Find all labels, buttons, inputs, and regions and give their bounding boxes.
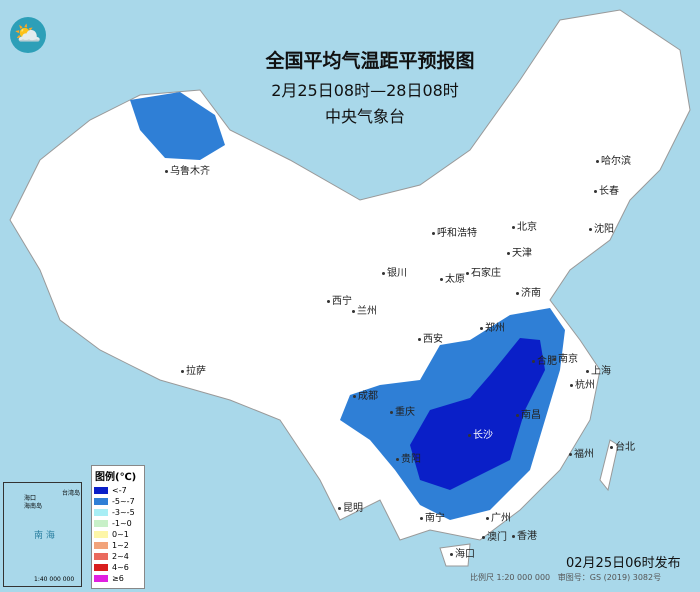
south-china-sea-inset: 海口 海南岛 台湾岛 南 海 1:40 000 000 bbox=[3, 482, 82, 587]
city-label: 香港 bbox=[512, 527, 537, 542]
inset-haikou: 海口 bbox=[24, 495, 37, 502]
scale-text: 比例尺 1:20 000 000 bbox=[470, 573, 551, 582]
city-label: 昆明 bbox=[338, 499, 363, 514]
legend-label: -1~0 bbox=[112, 519, 132, 528]
city-label: 拉萨 bbox=[181, 362, 206, 377]
city-label: 西安 bbox=[418, 330, 443, 345]
city-label: 北京 bbox=[512, 218, 537, 233]
city-label: 哈尔滨 bbox=[596, 152, 631, 167]
legend-item: -3~-5 bbox=[92, 507, 144, 518]
legend: 图例(℃) <-7 -5~-7 -3~-5 -1~0 0~1 1~2 2~4 4~6 ≥6 bbox=[91, 465, 145, 589]
legend-label: <-7 bbox=[112, 486, 127, 495]
legend-swatch bbox=[94, 564, 108, 571]
city-label: 南昌 bbox=[516, 406, 541, 421]
legend-item: -1~0 bbox=[92, 518, 144, 529]
city-label: 兰州 bbox=[352, 302, 377, 317]
review-number: 审图号：GS (2019) 3082号 bbox=[557, 573, 662, 582]
legend-label: 4~6 bbox=[112, 563, 129, 572]
city-label: 天津 bbox=[507, 244, 532, 259]
legend-item: 2~4 bbox=[92, 551, 144, 562]
city-label: 南宁 bbox=[420, 509, 445, 524]
legend-title: 图例(℃) bbox=[95, 472, 137, 483]
anomaly-area-below-7 bbox=[410, 338, 545, 490]
city-label: 福州 bbox=[569, 445, 594, 460]
city-label: 乌鲁木齐 bbox=[165, 162, 210, 177]
city-label: 济南 bbox=[516, 284, 541, 299]
legend-label: 0~1 bbox=[112, 530, 129, 539]
map-footer: 比例尺 1:20 000 000 审图号：GS (2019) 3082号 bbox=[470, 572, 661, 583]
city-label: 重庆 bbox=[390, 403, 415, 418]
inset-scale: 1:40 000 000 bbox=[34, 576, 75, 583]
legend-item: ≥6 bbox=[92, 573, 144, 584]
inset-hainan: 海南岛 bbox=[24, 503, 43, 510]
inset-sea-label: 南 海 bbox=[34, 531, 55, 541]
legend-label: -3~-5 bbox=[112, 508, 135, 517]
legend-swatch bbox=[94, 531, 108, 538]
legend-swatch bbox=[94, 553, 108, 560]
legend-swatch bbox=[94, 509, 108, 516]
legend-item: 4~6 bbox=[92, 562, 144, 573]
city-label: 杭州 bbox=[570, 376, 595, 391]
city-label: 郑州 bbox=[480, 319, 505, 334]
legend-swatch bbox=[94, 575, 108, 582]
city-label: 太原 bbox=[440, 270, 465, 285]
city-label: 海口 bbox=[450, 545, 475, 560]
city-label: 成都 bbox=[353, 387, 378, 402]
city-label: 石家庄 bbox=[466, 264, 501, 279]
legend-item: 0~1 bbox=[92, 529, 144, 540]
city-label: 银川 bbox=[382, 264, 407, 279]
city-label: 上海 bbox=[586, 362, 611, 377]
legend-item: <-7 bbox=[92, 485, 144, 496]
city-label: 呼和浩特 bbox=[432, 224, 477, 239]
city-label: 长沙 bbox=[468, 426, 493, 441]
issuer: 中央气象台 bbox=[324, 107, 405, 126]
map-title: 全国平均气温距平预报图 bbox=[265, 50, 475, 72]
legend-swatch bbox=[94, 542, 108, 549]
legend-swatch bbox=[94, 520, 108, 527]
city-label: 西宁 bbox=[327, 292, 352, 307]
legend-label: -5~-7 bbox=[112, 497, 135, 506]
city-label: 合肥 bbox=[532, 352, 557, 367]
city-label: 贵阳 bbox=[396, 450, 421, 465]
city-label: 长春 bbox=[594, 182, 619, 197]
city-label: 澳门 bbox=[482, 528, 507, 543]
legend-item: -5~-7 bbox=[92, 496, 144, 507]
legend-swatch bbox=[94, 487, 108, 494]
legend-label: 2~4 bbox=[112, 552, 129, 561]
legend-label: 1~2 bbox=[112, 541, 129, 550]
forecast-period: 2月25日08时—28日08时 bbox=[271, 81, 459, 100]
cma-logo-icon: ⛅ bbox=[10, 17, 46, 53]
issue-time: 02月25日06时发布 bbox=[566, 556, 681, 571]
legend-item: 1~2 bbox=[92, 540, 144, 551]
legend-swatch bbox=[94, 498, 108, 505]
legend-label: ≥6 bbox=[112, 574, 124, 583]
city-label: 台北 bbox=[610, 438, 635, 453]
inset-taiwan: 台湾岛 bbox=[62, 490, 81, 497]
city-label: 南京 bbox=[553, 350, 578, 365]
city-label: 广州 bbox=[486, 509, 511, 524]
city-label: 沈阳 bbox=[589, 220, 614, 235]
